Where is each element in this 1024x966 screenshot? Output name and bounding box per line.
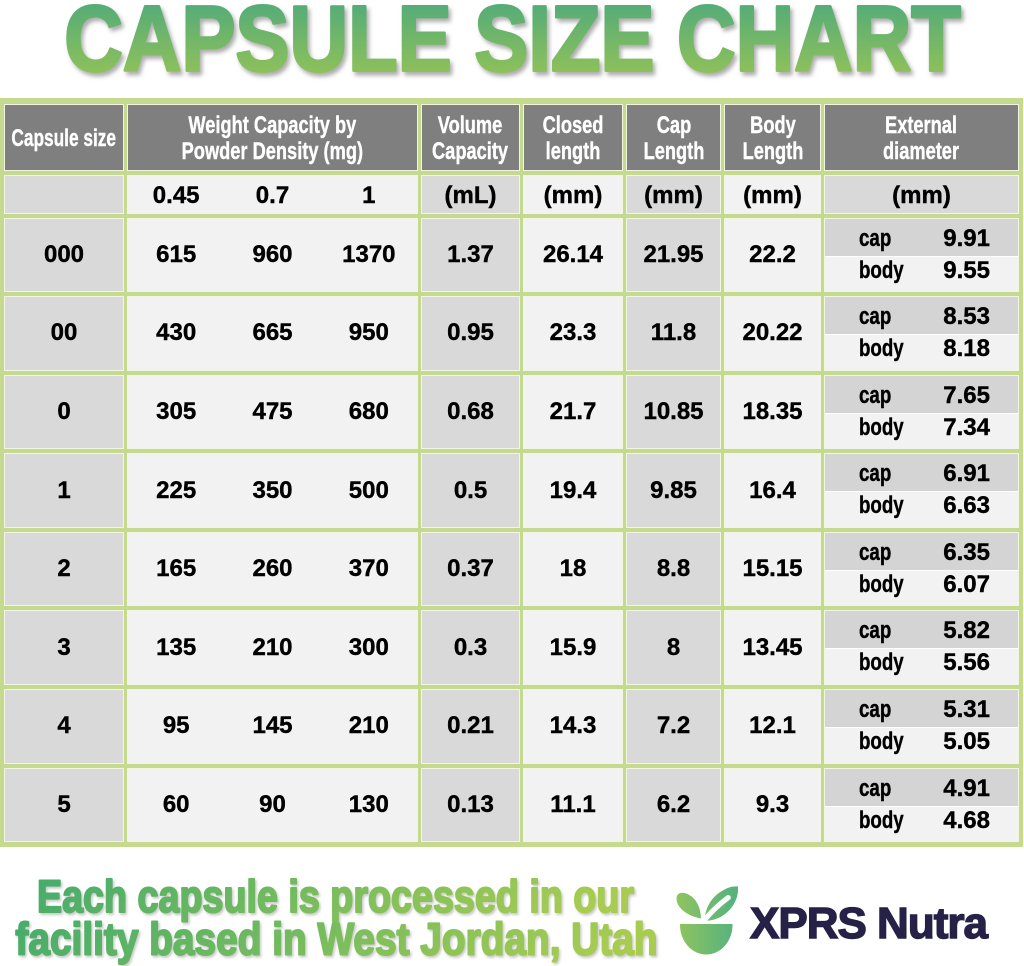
svg-text:facility based in West Jordan,: facility based in West Jordan, Utah: [15, 914, 657, 964]
svg-text:Each capsule is processed in o: Each capsule is processed in our: [37, 871, 634, 922]
svg-text:CAPSULE SIZE CHART: CAPSULE SIZE CHART: [64, 0, 961, 91]
